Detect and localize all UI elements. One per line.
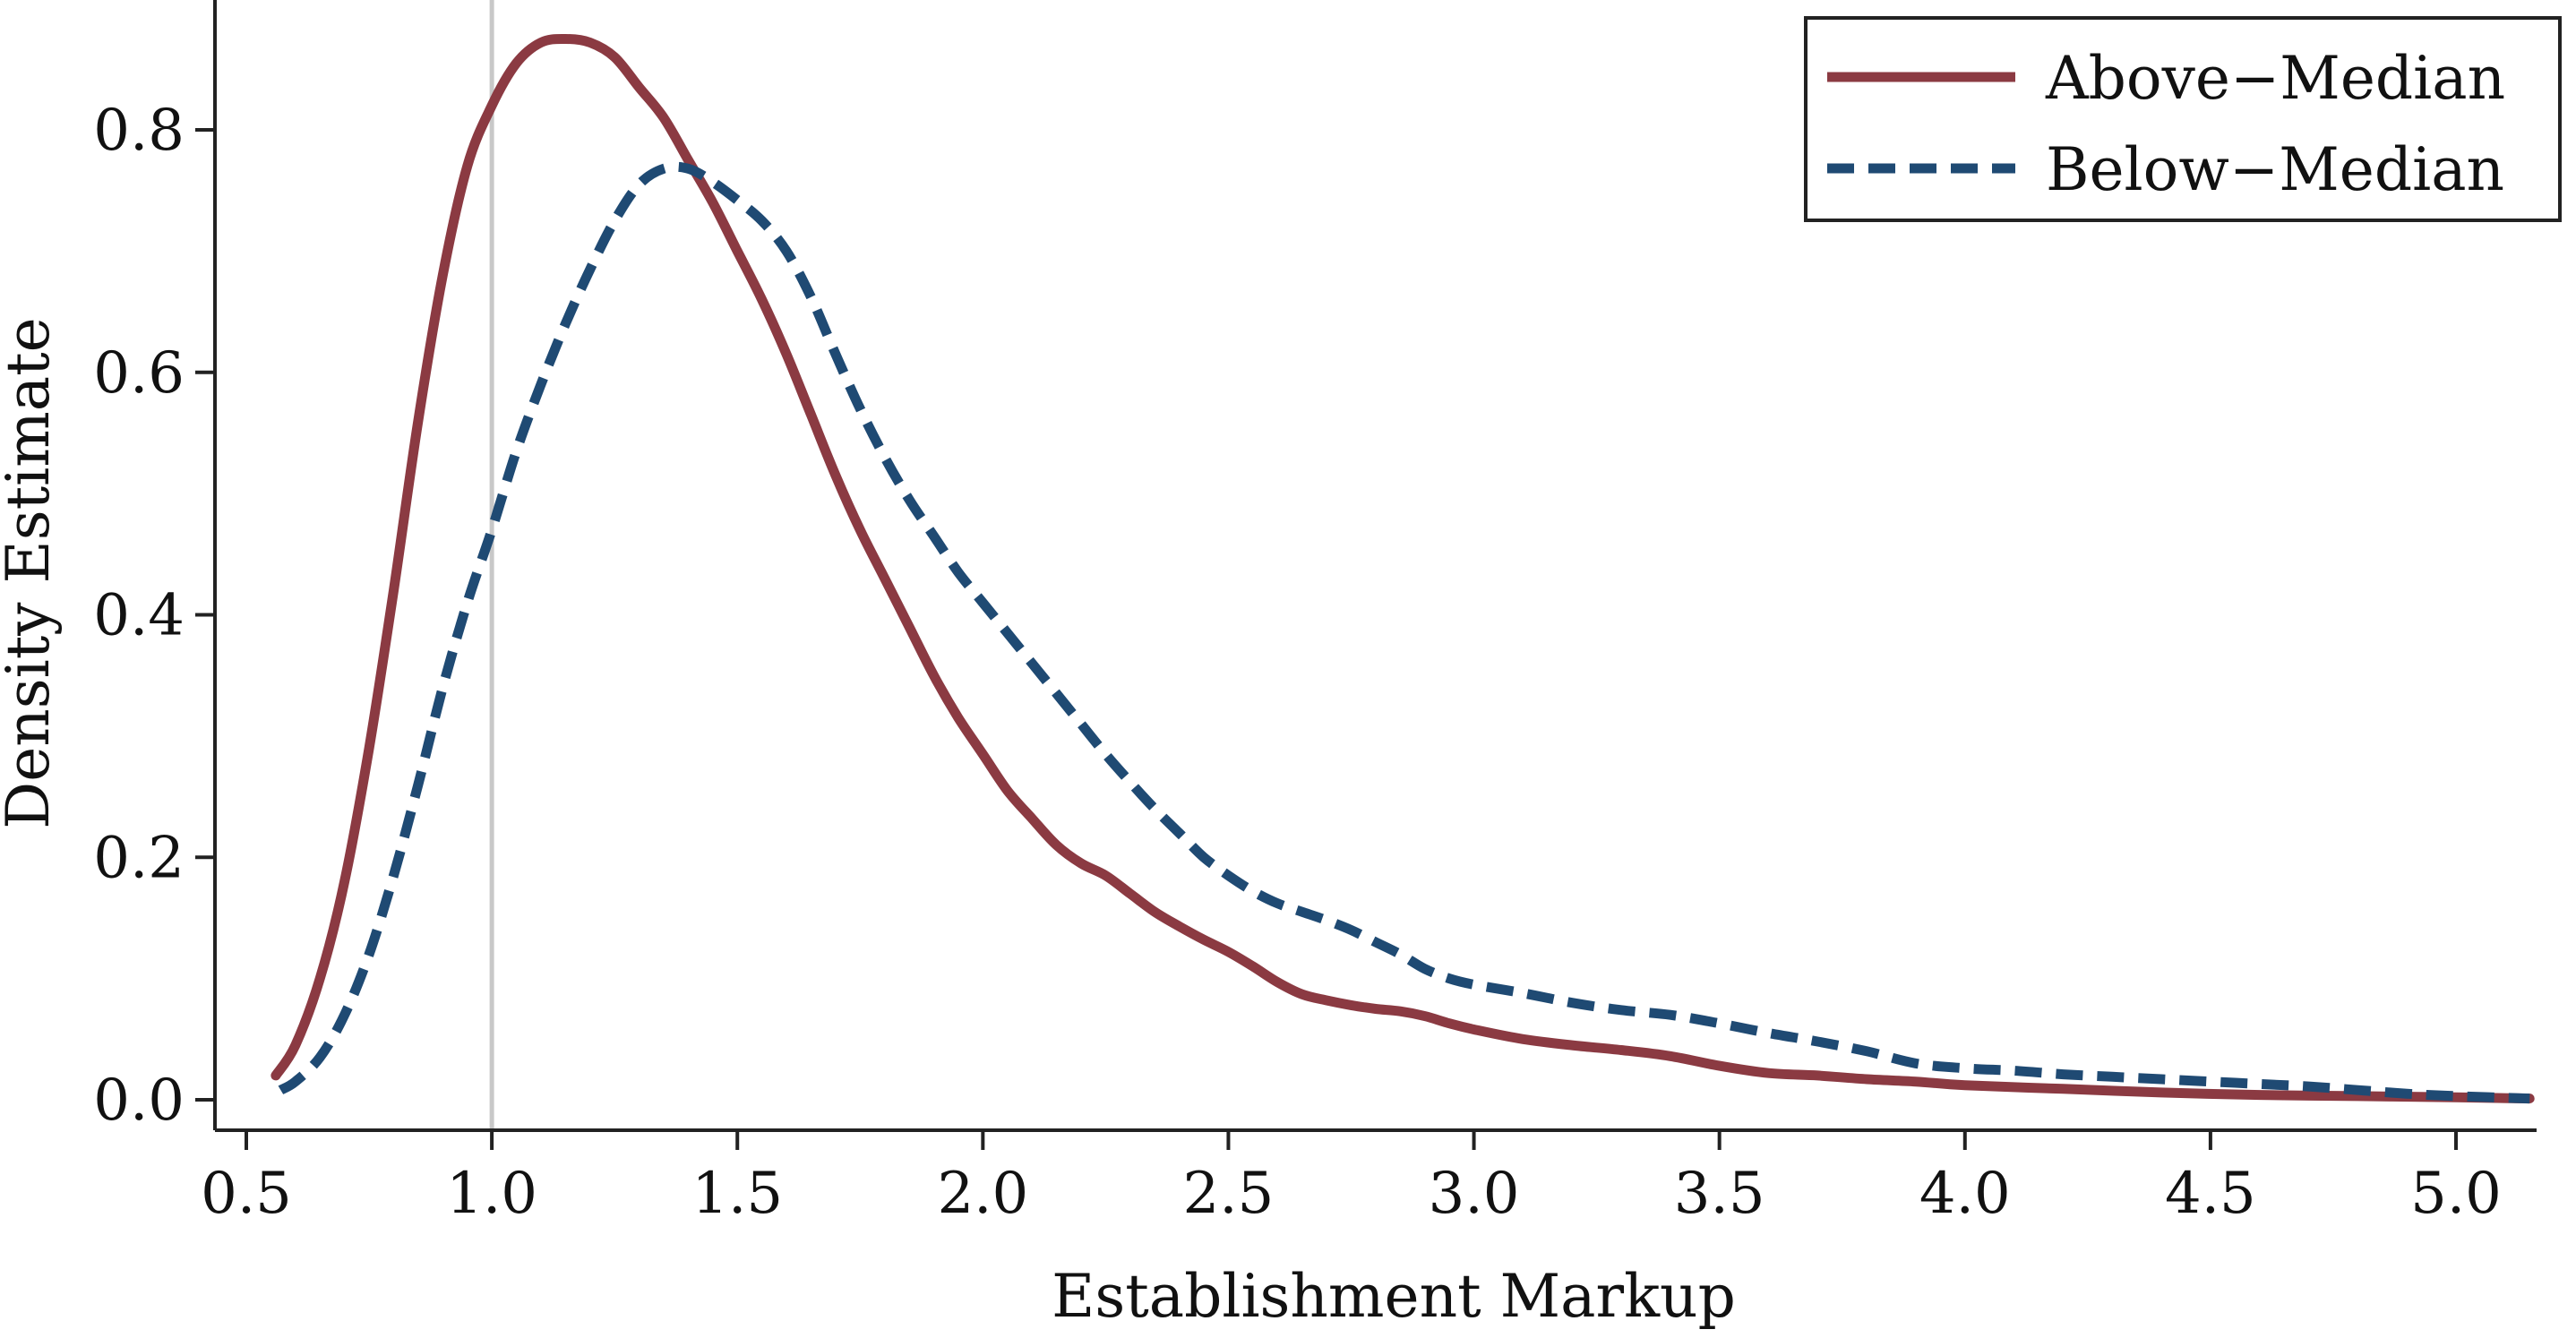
y-axis-ticks: 0.0 0.2 0.4 0.6 0.8 xyxy=(93,98,215,1134)
x-tick-label: 3.0 xyxy=(1429,1161,1520,1227)
legend-box xyxy=(1804,16,2562,222)
y-tick-label: 0.8 xyxy=(93,98,185,164)
x-axis-title: Establishment Markup xyxy=(1052,1262,1736,1331)
y-tick-label: 0.6 xyxy=(93,340,185,407)
series-line-below-median xyxy=(278,161,2530,1104)
x-axis-ticks: 0.5 1.0 1.5 2.0 2.5 3.0 3.5 4.0 4.5 5.0 xyxy=(201,1130,2502,1227)
series-line-above-median xyxy=(270,33,2535,1104)
axes: 0.5 1.0 1.5 2.0 2.5 3.0 3.5 4.0 4.5 5.0 0.0 0.2 0.4… xyxy=(93,0,2537,1227)
x-tick-label: 0.5 xyxy=(201,1161,292,1227)
x-tick-label: 2.5 xyxy=(1183,1161,1275,1227)
legend-label-above-median: Above−Median xyxy=(2045,44,2505,113)
legend: Above−Median Below−Median xyxy=(1804,16,2562,222)
y-tick-label: 0.0 xyxy=(93,1068,185,1134)
legend-label-below-median: Below−Median xyxy=(2046,135,2504,204)
x-tick-label: 4.5 xyxy=(2165,1161,2256,1227)
series-layer xyxy=(270,33,2535,1104)
x-tick-label: 1.5 xyxy=(691,1161,783,1227)
x-tick-label: 5.0 xyxy=(2410,1161,2502,1227)
x-tick-label: 4.0 xyxy=(1919,1161,2011,1227)
x-tick-label: 3.5 xyxy=(1674,1161,1765,1227)
y-axis-title: Density Estimate xyxy=(0,317,63,828)
x-tick-label: 1.0 xyxy=(446,1161,537,1227)
y-tick-label: 0.4 xyxy=(93,583,185,649)
x-tick-label: 2.0 xyxy=(937,1161,1028,1227)
y-tick-label: 0.2 xyxy=(93,825,185,891)
plot-area xyxy=(270,0,2535,1130)
